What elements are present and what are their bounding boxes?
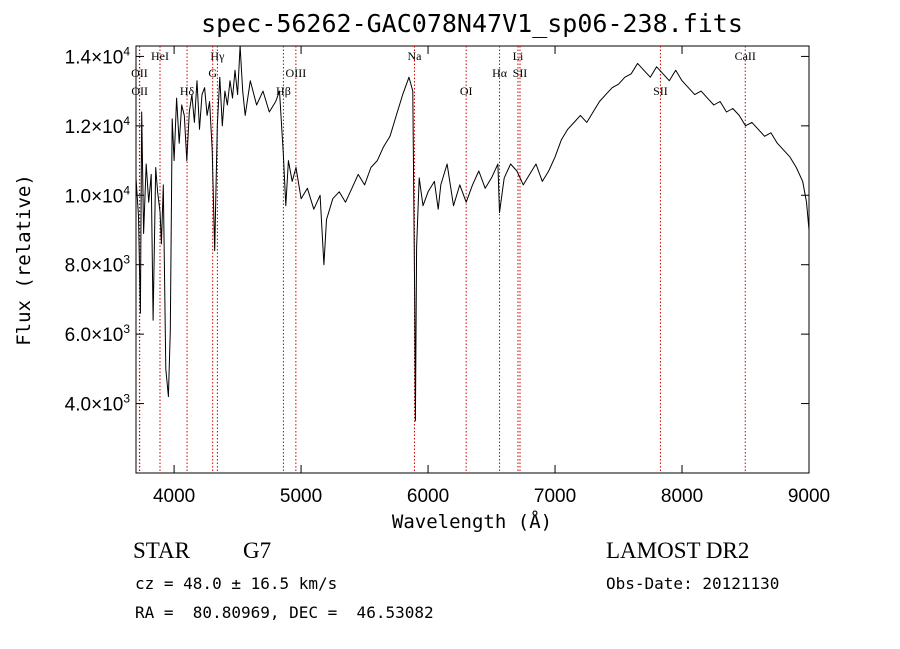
marker-label-4: Hγ (210, 49, 225, 63)
x-axis-title: Wavelength (Å) (392, 510, 552, 533)
x-tick-label-0: 4000 (153, 486, 195, 507)
marker-label-14: CaII (735, 49, 756, 63)
chart-title: spec-56262-GAC078N47V1_sp06-238.fits (201, 9, 743, 38)
coordinates: RA = 80.80969, DEC = 46.53082 (135, 603, 434, 622)
y-tick-label-5: 1.4×104 (65, 44, 131, 68)
x-tick-label-4: 8000 (661, 486, 703, 507)
marker-label-13: SII (653, 84, 668, 98)
x-tick-label-1: 5000 (280, 486, 322, 507)
y-tick-label-2: 8.0×103 (65, 253, 131, 277)
object-class: STAR (133, 538, 190, 563)
y-axis-title: Flux (relative) (13, 174, 35, 346)
survey-name: LAMOST DR2 (606, 538, 750, 563)
y-tick-label-0: 4.0×103 (65, 392, 131, 416)
obs-date: Obs-Date: 20121130 (606, 574, 780, 593)
flux-line-0 (135, 45, 810, 422)
marker-label-8: Na (407, 49, 422, 63)
x-tick-label-3: 7000 (534, 486, 576, 507)
marker-label-11: Li (513, 49, 524, 63)
x-tick-label-5: 9000 (788, 486, 830, 507)
plot-frame (135, 45, 810, 474)
marker-label-5: G (208, 66, 217, 80)
y-tick-label-4: 1.2×104 (65, 114, 131, 138)
marker-label-10: Hα (492, 66, 508, 80)
flux-series (135, 45, 810, 422)
marker-label-9: OI (460, 84, 473, 98)
redshift-cz: cz = 48.0 ± 16.5 km/s (135, 574, 338, 593)
x-tick-label-2: 6000 (407, 486, 449, 507)
marker-label-12: SII (513, 66, 528, 80)
marker-label-7: OIII (286, 66, 307, 80)
marker-label-2: HeI (151, 49, 169, 63)
y-tick-label-3: 1.0×104 (65, 183, 131, 207)
object-subclass: G7 (243, 538, 272, 563)
marker-label-1: OII (131, 84, 148, 98)
axis-ticks: 4000 5000 6000 7000 8000 9000 4.0×103 6.0×103 8.… (65, 44, 830, 507)
marker-label-0: OII (131, 66, 148, 80)
y-tick-label-1: 6.0×103 (65, 322, 131, 346)
marker-label-3: Hδ (180, 84, 195, 98)
